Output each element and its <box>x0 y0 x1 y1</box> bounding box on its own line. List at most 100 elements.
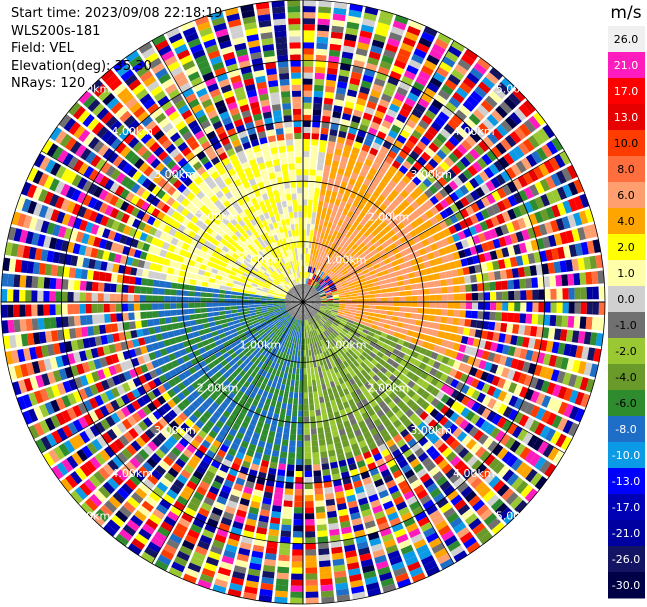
range-gate <box>580 302 587 315</box>
range-gate <box>312 309 318 314</box>
range-gate <box>303 302 308 307</box>
range-gate <box>450 350 459 360</box>
range-gate <box>522 99 536 114</box>
range-gate <box>194 297 201 302</box>
range-gate <box>527 434 539 448</box>
range-gate <box>432 250 441 258</box>
range-gate <box>248 443 257 452</box>
range-gate <box>315 284 321 290</box>
range-gate <box>354 485 365 495</box>
range-gate <box>441 56 456 68</box>
range-gate <box>443 332 451 340</box>
range-gate <box>309 286 314 293</box>
range-gate <box>529 265 538 276</box>
range-gate <box>543 314 551 326</box>
range-gate <box>224 310 232 315</box>
range-gate <box>403 279 411 285</box>
range-gate <box>356 307 364 311</box>
range-gate <box>481 350 490 360</box>
range-gate <box>295 306 300 312</box>
range-gate <box>182 315 190 321</box>
range-gate <box>158 288 165 295</box>
range-gate <box>286 348 291 355</box>
range-gate <box>185 567 200 579</box>
range-gate <box>402 376 411 385</box>
range-gate <box>230 442 240 451</box>
range-gate <box>357 188 366 197</box>
range-gate <box>338 459 347 468</box>
range-gate <box>550 219 560 233</box>
range-gate <box>359 218 367 227</box>
range-gate <box>397 213 406 222</box>
range-gate <box>552 449 565 465</box>
range-gate <box>295 470 303 478</box>
range-gate <box>515 231 525 243</box>
range-gate <box>373 241 381 249</box>
range-gate <box>416 397 426 406</box>
range-gate <box>330 31 343 40</box>
range-gate <box>392 395 402 405</box>
range-gate <box>350 326 357 332</box>
range-gate <box>375 72 388 82</box>
range-gate <box>334 253 341 260</box>
range-gate <box>474 481 487 494</box>
range-gate <box>323 103 333 111</box>
range-gate <box>476 404 487 416</box>
range-gate <box>25 304 32 317</box>
range-gate <box>357 347 365 354</box>
range-gate <box>354 428 362 437</box>
range-gate <box>491 203 501 215</box>
range-gate <box>298 410 303 417</box>
range-gate <box>212 410 222 420</box>
range-gate <box>388 391 397 400</box>
range-gate <box>335 344 342 351</box>
range-gate <box>310 145 318 152</box>
range-gate <box>313 268 318 275</box>
range-gate <box>230 309 238 314</box>
range-gate <box>303 36 315 43</box>
range-gate <box>306 292 311 298</box>
range-gate <box>499 101 513 115</box>
range-gate <box>337 81 348 89</box>
range-gate <box>386 37 401 48</box>
range-gate <box>318 151 326 159</box>
range-gate <box>466 398 476 409</box>
range-gate <box>194 545 208 556</box>
range-gate <box>311 324 316 331</box>
range-gate <box>315 237 320 244</box>
range-gate <box>568 198 578 212</box>
range-gate <box>353 396 361 404</box>
range-gate <box>551 384 562 398</box>
range-gate <box>375 516 388 526</box>
range-gate <box>206 307 213 313</box>
range-gate <box>519 400 530 413</box>
range-gate <box>434 412 444 422</box>
range-gate <box>565 230 575 243</box>
range-gate <box>339 299 346 302</box>
range-gate <box>518 142 530 156</box>
range-gate <box>452 91 465 104</box>
range-gate <box>240 440 249 449</box>
range-gate <box>176 550 190 562</box>
range-gate <box>339 63 352 72</box>
range-gate <box>411 290 418 296</box>
range-gate <box>287 373 292 380</box>
range-gate <box>288 335 292 343</box>
range-gate <box>300 307 303 314</box>
range-gate <box>372 263 380 270</box>
range-gate <box>198 329 206 336</box>
range-gate <box>306 292 311 298</box>
range-gate <box>381 354 390 362</box>
range-gate <box>471 292 479 301</box>
range-gate <box>556 370 566 384</box>
range-gate <box>447 309 454 317</box>
range-gate <box>305 325 308 333</box>
range-gate <box>411 307 418 313</box>
range-gate <box>309 300 316 302</box>
range-gate <box>345 238 352 246</box>
range-gate <box>512 88 526 102</box>
range-gate <box>97 293 104 302</box>
range-gate <box>318 347 323 354</box>
range-gate <box>228 428 238 437</box>
range-gate <box>348 282 355 287</box>
